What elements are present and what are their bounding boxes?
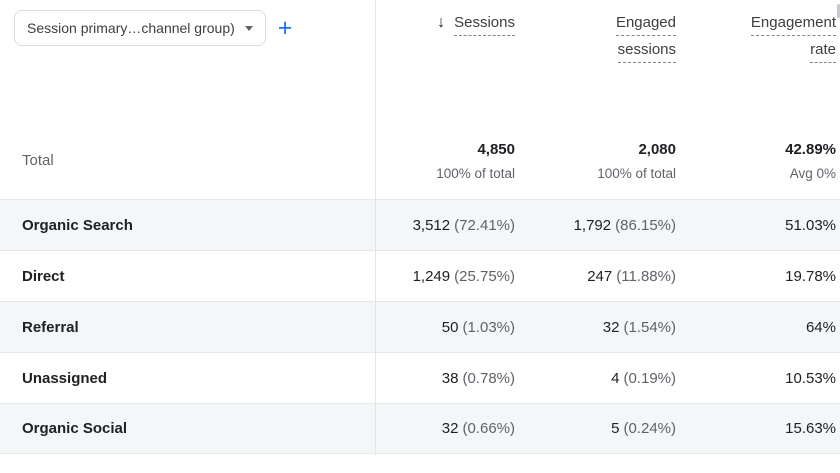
add-dimension-button[interactable]: +: [274, 10, 297, 46]
total-engagement-rate-sub: Avg 0%: [789, 165, 836, 181]
sort-descending-icon: ↓: [437, 14, 446, 31]
scrollbar-thumb[interactable]: [837, 4, 840, 18]
engaged-sessions-value: 4 (0.19%): [611, 369, 676, 387]
engaged-sessions-share: (0.19%): [623, 369, 676, 387]
dimension-value: Direct: [22, 267, 65, 285]
dimension-picker[interactable]: Session primary…channel group): [14, 10, 266, 46]
engaged-sessions-value: 1,792 (86.15%): [573, 216, 676, 234]
engaged-sessions-column-label-line2: sessions: [617, 41, 676, 63]
engaged-sessions-share: (11.88%): [616, 267, 676, 285]
total-sessions-cell: 4,850 100% of total: [375, 110, 515, 199]
engagement-rate-value: 15.63%: [785, 420, 836, 437]
table-row: Referral 50 (1.03%) 32 (1.54%) 64%: [0, 301, 840, 352]
total-sessions-value: 4,850: [477, 140, 515, 158]
sessions-column-label: Sessions: [454, 14, 515, 36]
total-engagement-rate-value: 42.89%: [785, 140, 836, 158]
total-sessions-sub: 100% of total: [436, 165, 515, 181]
dimension-picker-value: Session primary…channel group): [27, 20, 235, 36]
dimension-value: Organic Search: [22, 216, 133, 234]
engagement-rate-column-label-line2: rate: [810, 41, 836, 63]
sessions-share: (72.41%): [454, 216, 515, 234]
table-row: Organic Search 3,512 (72.41%) 1,792 (86.15…: [0, 199, 840, 250]
engaged-sessions-share: (0.24%): [623, 420, 676, 437]
dimension-value: Organic Social: [22, 420, 128, 437]
total-engaged-sessions-sub: 100% of total: [597, 165, 676, 181]
table-row: Organic Social 32 (0.66%) 5 (0.24%) 15.63%: [0, 403, 840, 454]
dimension-value: Unassigned: [22, 369, 108, 387]
dimension-value: Referral: [22, 318, 79, 336]
engagement-rate-value: 51.03%: [785, 216, 836, 234]
engaged-sessions-column-label-line1: Engaged: [615, 14, 676, 36]
column-header-sessions[interactable]: ↓ Sessions: [375, 0, 515, 110]
sessions-value: 3,512 (72.41%): [412, 216, 515, 234]
table-row: Unassigned 38 (0.78%) 4 (0.19%) 10.53%: [0, 352, 840, 403]
engagement-rate-value: 64%: [805, 318, 836, 336]
engaged-sessions-share: (86.15%): [615, 216, 676, 234]
engagement-rate-value: 10.53%: [785, 369, 836, 387]
sessions-value: 50 (1.03%): [441, 318, 515, 336]
chevron-down-icon: [244, 25, 253, 31]
total-engaged-sessions-value: 2,080: [638, 140, 676, 158]
engaged-sessions-share: (1.54%): [623, 318, 676, 336]
total-label: Total: [22, 152, 54, 169]
sessions-share: (0.66%): [462, 420, 515, 437]
sessions-value: 32 (0.66%): [441, 420, 515, 437]
column-header-engagement-rate[interactable]: Engagement rate: [676, 0, 840, 110]
plus-icon: +: [277, 14, 293, 42]
sessions-share: (25.75%): [454, 267, 515, 285]
engagement-rate-value: 19.78%: [785, 267, 836, 285]
sessions-share: (0.78%): [462, 369, 515, 387]
sessions-value: 38 (0.78%): [441, 369, 515, 387]
engaged-sessions-value: 32 (1.54%): [602, 318, 676, 336]
total-engaged-sessions-cell: 2,080 100% of total: [515, 110, 676, 199]
engagement-rate-column-label-line1: Engagement: [750, 14, 836, 36]
column-divider: [375, 0, 376, 455]
table-row: Direct 1,249 (25.75%) 247 (11.88%) 19.78%: [0, 250, 840, 301]
table-header: Session primary…channel group) + ↓ Sessi…: [0, 0, 840, 110]
engaged-sessions-value: 247 (11.88%): [587, 267, 676, 285]
total-engagement-rate-cell: 42.89% Avg 0%: [676, 110, 840, 199]
dimension-header-cell: Session primary…channel group) +: [0, 0, 375, 46]
sessions-value: 1,249 (25.75%): [412, 267, 515, 285]
sessions-share: (1.03%): [462, 318, 515, 336]
engaged-sessions-value: 5 (0.24%): [611, 420, 676, 437]
total-row: Total 4,850 100% of total 2,080 100% of …: [0, 110, 840, 199]
column-header-engaged-sessions[interactable]: Engaged sessions: [515, 0, 676, 110]
